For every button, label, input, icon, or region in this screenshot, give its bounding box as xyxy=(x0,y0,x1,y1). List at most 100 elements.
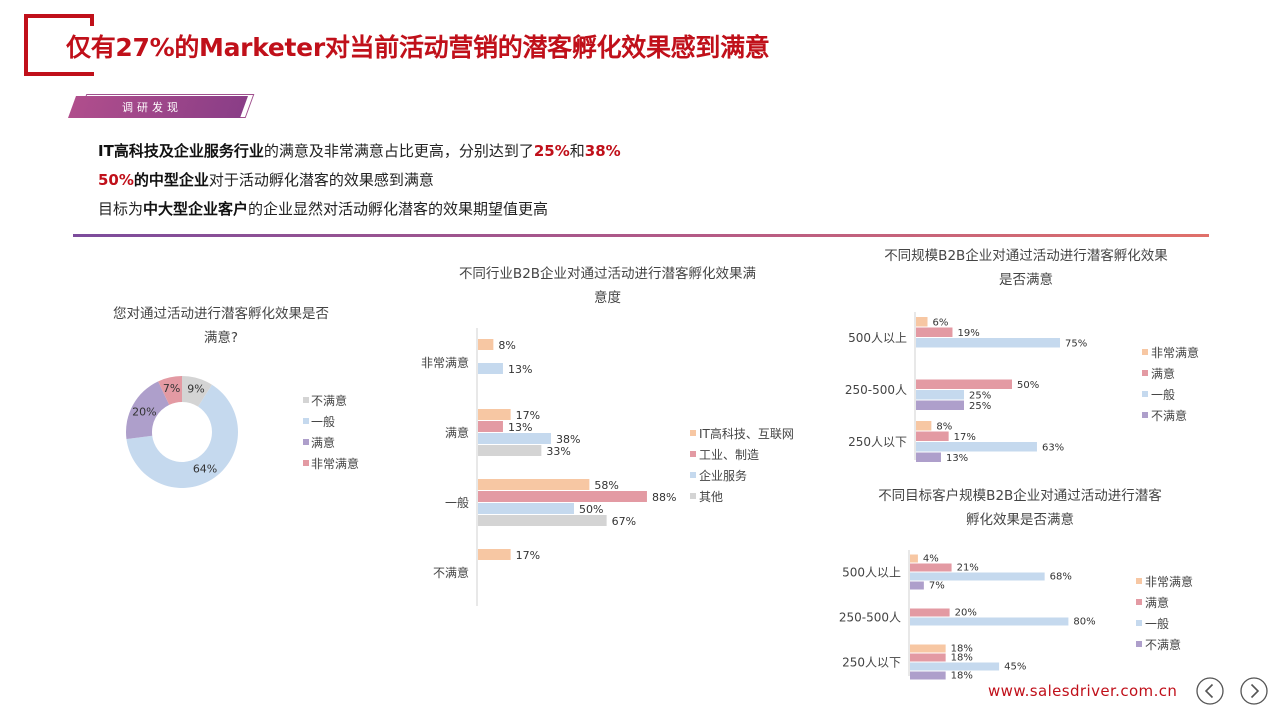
chart-category-label: 一般 xyxy=(445,495,469,510)
chart-data-label: 33% xyxy=(546,445,570,458)
donut-slice xyxy=(126,384,238,488)
chart-bar xyxy=(910,644,946,653)
chart-bar xyxy=(916,338,1060,348)
legend-swatch xyxy=(690,493,696,499)
chevron-right-icon[interactable] xyxy=(1240,677,1268,705)
finding-segment: 和 xyxy=(569,142,585,160)
chevron-left-icon[interactable] xyxy=(1196,677,1224,705)
industry-chart-title: 不同行业B2B企业对通过活动进行潜客孵化效果满 意度 xyxy=(440,262,775,310)
chart-data-label: 8% xyxy=(936,422,952,433)
legend-label: 工业、制造 xyxy=(699,448,759,462)
chart-bar xyxy=(910,608,950,617)
legend-swatch xyxy=(1136,641,1142,647)
legend-label: 非常满意 xyxy=(311,456,359,471)
legend-label: 不满意 xyxy=(1145,637,1181,652)
chart-bar xyxy=(478,515,607,526)
legend-swatch xyxy=(1142,412,1148,418)
finding-segment: 50% xyxy=(98,171,134,189)
chart-bar xyxy=(478,479,590,490)
finding-segment: 的中型企业 xyxy=(133,171,209,189)
legend-label: 满意 xyxy=(1151,366,1175,381)
chart-category-label: 500人以上 xyxy=(842,566,901,580)
chart-data-label: 38% xyxy=(556,433,580,446)
chart-bar xyxy=(910,617,1069,626)
chart-bar xyxy=(916,327,953,337)
chart-category-label: 250-500人 xyxy=(839,611,901,625)
legend-label: 满意 xyxy=(311,435,335,450)
chart-bar xyxy=(910,671,946,680)
company-size-chart-title: 不同规模B2B企业对通过活动进行潜客孵化效果 是否满意 xyxy=(866,244,1186,292)
chart-data-label: 13% xyxy=(508,421,532,434)
legend-label: 企业服务 xyxy=(699,468,747,483)
chart-category-label: 满意 xyxy=(445,425,469,440)
finding-segment: 的满意及非常满意占比更高，分别达到了 xyxy=(263,142,534,160)
chart-data-label: 17% xyxy=(516,549,540,562)
chart-bar xyxy=(478,549,511,560)
chart-data-label: 50% xyxy=(579,503,603,516)
finding-segment: 对于活动孵化潜客的效果感到满意 xyxy=(208,171,434,189)
chart-data-label: 63% xyxy=(1042,443,1064,454)
legend-swatch xyxy=(690,472,696,478)
finding-segment: 38% xyxy=(584,142,621,160)
chart-data-label: 25% xyxy=(969,401,991,412)
legend-swatch xyxy=(1142,349,1148,355)
chart-category-label: 不满意 xyxy=(433,565,469,580)
chart-bar xyxy=(916,431,949,441)
chart-data-label: 20% xyxy=(955,608,977,619)
chart-data-label: 8% xyxy=(498,339,515,352)
chart-category-label: 250人以下 xyxy=(848,435,907,449)
legend-swatch xyxy=(1136,578,1142,584)
chart-data-label: 13% xyxy=(946,453,968,464)
industry-chart-title-line: 意度 xyxy=(594,290,621,306)
footer-url[interactable]: www.salesdriver.com.cn xyxy=(988,682,1178,700)
chart-bar xyxy=(478,409,511,420)
industry-chart-title-line: 不同行业B2B企业对通过活动进行潜客孵化效果满 xyxy=(458,266,757,282)
chart-category-label: 非常满意 xyxy=(421,355,469,370)
chart-data-label: 13% xyxy=(508,363,532,376)
chart-bar xyxy=(910,563,952,572)
chart-data-label: 67% xyxy=(612,515,636,528)
legend-swatch xyxy=(1142,370,1148,376)
legend-swatch xyxy=(1142,391,1148,397)
donut-slice xyxy=(126,381,170,440)
donut-chart-title-line: 您对通过活动进行潜客孵化效果是否 xyxy=(113,306,329,322)
legend-swatch xyxy=(1136,620,1142,626)
legend-label: 一般 xyxy=(311,414,335,429)
chart-data-label: 4% xyxy=(923,554,939,565)
chart-data-label: 88% xyxy=(652,491,676,504)
donut-slice xyxy=(182,376,213,407)
legend-label: 非常满意 xyxy=(1151,345,1199,360)
legend-swatch xyxy=(690,451,696,457)
chart-bar xyxy=(910,572,1045,581)
title-bracket-cap xyxy=(90,14,94,26)
chart-bar xyxy=(916,452,941,462)
legend-label: 其他 xyxy=(699,490,723,504)
chart-bar xyxy=(916,421,932,431)
finding-segment: 的企业显然对活动孵化潜客的效果期望值更高 xyxy=(248,200,549,218)
legend-swatch xyxy=(690,430,696,436)
target-size-chart-title: 不同目标客户规模B2B企业对通过活动进行潜客 孵化效果是否满意 xyxy=(860,484,1180,532)
target-size-chart-title-line: 孵化效果是否满意 xyxy=(966,512,1074,528)
donut-slice xyxy=(158,376,182,405)
legend-label: 一般 xyxy=(1145,616,1169,631)
chart-bar xyxy=(910,581,924,590)
chart-data-label: 25% xyxy=(969,391,991,402)
donut-slice-label: 7% xyxy=(163,382,180,395)
chart-bar xyxy=(916,390,964,400)
chart-data-label: 7% xyxy=(929,581,945,592)
chart-data-label: 68% xyxy=(1050,572,1072,583)
company-size-chart-title-line: 是否满意 xyxy=(999,272,1053,288)
chart-bar xyxy=(478,421,503,432)
chart-bar xyxy=(478,503,574,514)
donut-chart-title-line: 满意? xyxy=(203,330,239,346)
chart-data-label: 6% xyxy=(933,318,949,329)
chart-category-label: 500人以上 xyxy=(848,331,907,345)
chart-bar xyxy=(916,317,928,327)
chart-category-label: 250人以下 xyxy=(842,656,901,670)
section-divider xyxy=(73,234,1209,237)
chart-bar xyxy=(916,400,964,410)
chart-bar xyxy=(910,554,918,563)
chart-data-label: 80% xyxy=(1073,617,1095,628)
chart-data-label: 18% xyxy=(951,671,973,681)
title-bracket-decoration xyxy=(24,14,94,76)
